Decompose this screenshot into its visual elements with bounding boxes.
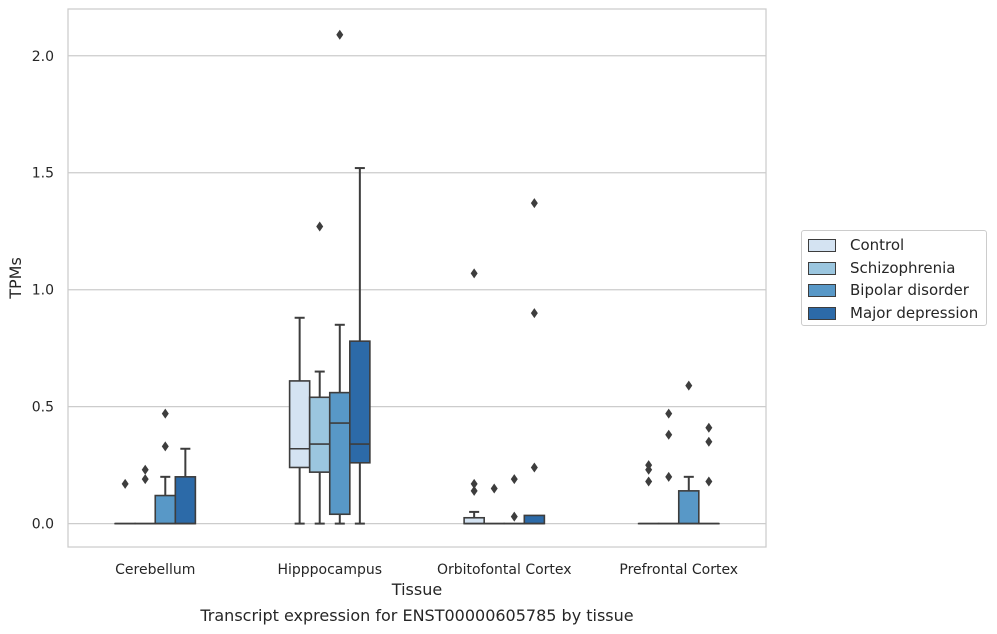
box-control [288, 380, 311, 469]
outlier-point-major-depression [705, 476, 713, 487]
y-tick-label: 1.5 [32, 166, 54, 182]
legend-swatch-control [808, 238, 836, 252]
outlier-point-control [645, 460, 653, 471]
outlier-point-schizophrenia [665, 408, 673, 419]
outlier-point-bipolar-disorder [510, 511, 518, 522]
y-axis-label: TPMs [6, 257, 25, 300]
outlier-point-schizophrenia [316, 221, 324, 232]
outlier-point-schizophrenia [665, 471, 673, 482]
y-tick-label: 1.0 [32, 283, 54, 299]
outlier-point-major-depression [705, 422, 713, 433]
grid-lines [68, 55, 766, 525]
outlier-point-bipolar-disorder [685, 380, 693, 391]
plot-area-frame [67, 8, 767, 548]
outlier-point-control [121, 478, 129, 489]
legend-item-control: Control [808, 235, 904, 255]
y-tick-label: 0.0 [32, 517, 54, 533]
legend-swatch-bipolar-disorder [808, 283, 836, 297]
box-series-group [114, 29, 720, 525]
outlier-point-major-depression [530, 308, 538, 319]
y-tick-label: 2.0 [32, 49, 54, 65]
outlier-point-schizophrenia [665, 429, 673, 440]
x-tick-label: Cerebellum [115, 562, 195, 578]
legend-swatch-schizophrenia [808, 261, 836, 275]
box-bipolar-disorder [154, 494, 177, 525]
outlier-point-major-depression [705, 436, 713, 447]
outlier-point-control [470, 268, 478, 279]
legend-swatch-major-depression [808, 306, 836, 320]
x-tick-label: Orbitofontal Cortex [437, 562, 572, 578]
legend-label-control: Control [850, 236, 905, 254]
x-tick-labels: Cerebellum Hipppocampus Orbitofontal Corte… [115, 562, 738, 578]
outlier-point-control [470, 478, 478, 489]
box-major-depression [349, 340, 371, 464]
outlier-point-schizophrenia [490, 483, 498, 494]
outlier-point-control [645, 476, 653, 487]
box-control [463, 516, 485, 525]
box-major-depression [523, 514, 546, 525]
x-tick-label: Prefrontal Cortex [619, 562, 738, 578]
chart-caption: Transcript expression for ENST0000060578… [200, 606, 634, 625]
outlier-point-bipolar-disorder [510, 474, 518, 485]
x-tick-label: Hipppocampus [277, 562, 382, 578]
outlier-point-major-depression [530, 198, 538, 209]
legend-label-schizophrenia: Schizophrenia [850, 259, 956, 277]
legend-label-bipolar-disorder: Bipolar disorder [850, 281, 969, 299]
outlier-point-major-depression [530, 462, 538, 473]
outlier-point-schizophrenia [141, 474, 149, 485]
box-schizophrenia [308, 396, 331, 473]
box-bipolar-disorder [677, 490, 700, 525]
x-axis-label: Tissue [391, 580, 442, 599]
outlier-point-schizophrenia [141, 464, 149, 475]
legend-item-bipolar-disorder: Bipolar disorder [808, 280, 969, 300]
y-tick-labels: 0.0 0.5 1.0 1.5 2.0 [32, 49, 54, 533]
legend-label-major-depression: Major depression [850, 304, 979, 322]
outlier-point-bipolar-disorder [336, 29, 344, 40]
outlier-point-bipolar-disorder [161, 441, 169, 452]
legend-item-major-depression: Major depression [808, 303, 978, 323]
box-bipolar-disorder [328, 391, 351, 516]
outlier-point-control [470, 485, 478, 496]
box-major-depression [174, 476, 197, 525]
legend-item-schizophrenia: Schizophrenia [808, 258, 955, 278]
outlier-point-bipolar-disorder [161, 408, 169, 419]
chart-legend: Control Schizophrenia Bipolar disorder M… [801, 230, 987, 326]
y-tick-label: 0.5 [32, 400, 54, 416]
